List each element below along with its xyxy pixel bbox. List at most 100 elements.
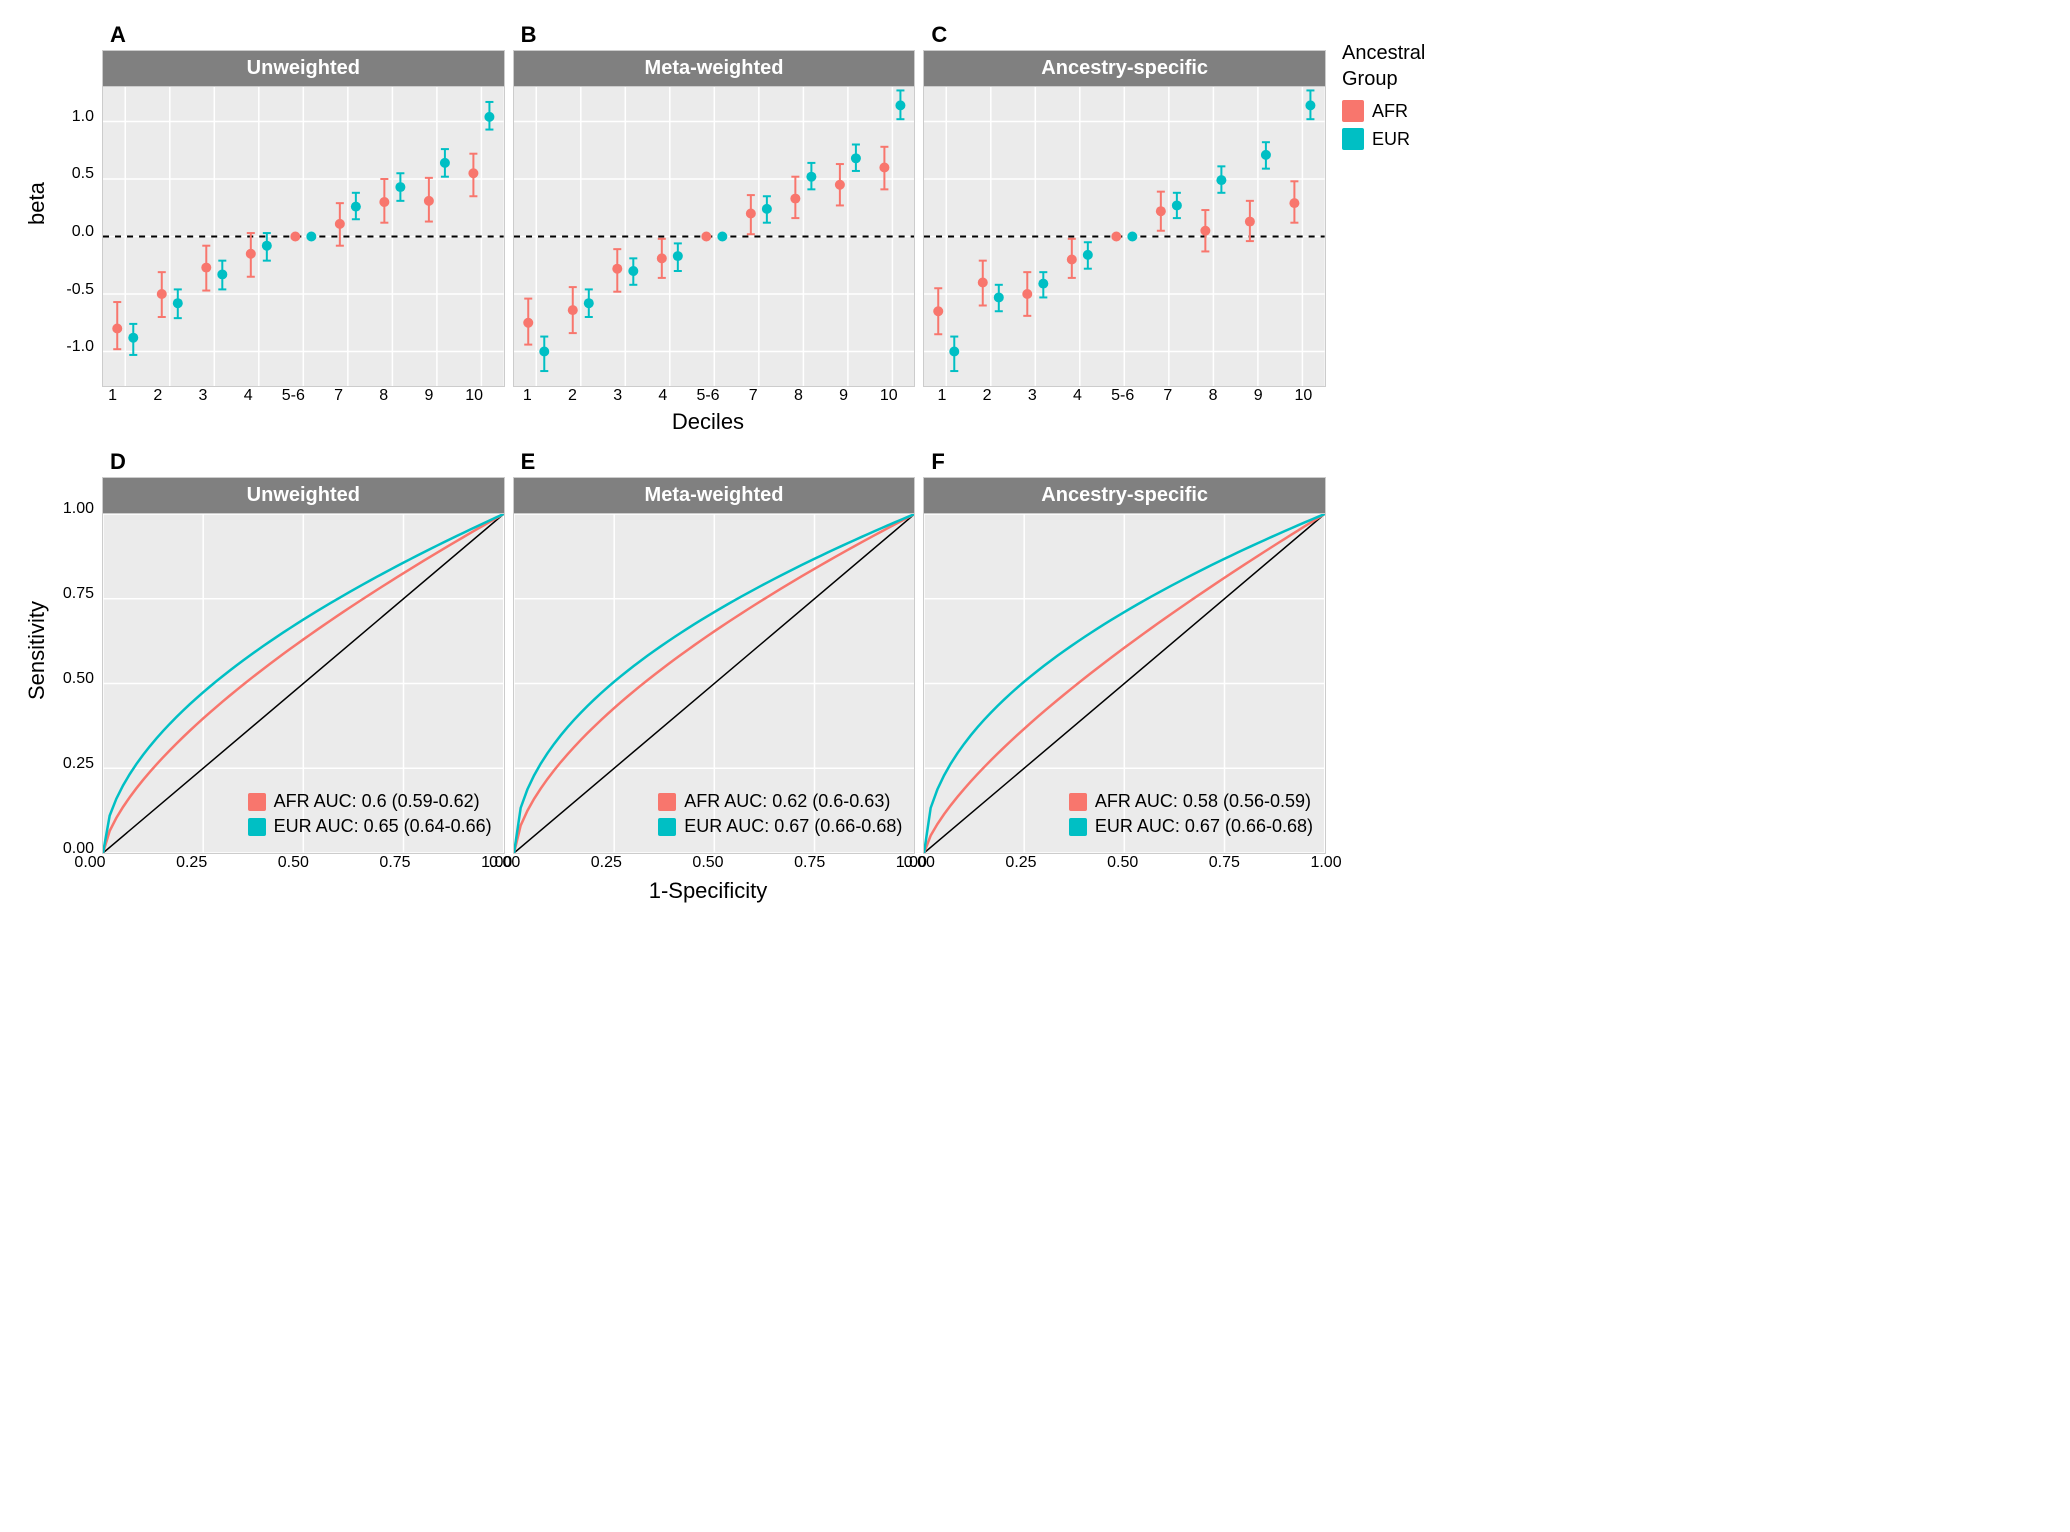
panel-letter: D [102, 447, 505, 477]
panel-letter: C [923, 20, 1326, 50]
xlabel-bot: 1-Specificity [86, 874, 1330, 916]
roc-legend-label: EUR AUC: 0.65 (0.64-0.66) [274, 816, 492, 837]
roc-legend: AFR AUC: 0.58 (0.56-0.59) EUR AUC: 0.67 (… [1069, 787, 1313, 841]
roc-legend-label: AFR AUC: 0.62 (0.6-0.63) [684, 791, 890, 812]
roc-legend-label: AFR AUC: 0.6 (0.59-0.62) [274, 791, 480, 812]
roc-legend-item-afr: AFR AUC: 0.6 (0.59-0.62) [248, 791, 492, 812]
roc-legend-item-afr: AFR AUC: 0.58 (0.56-0.59) [1069, 791, 1313, 812]
top-panels: A Unweighted B Meta-weighted C Ancestry-… [98, 20, 1330, 387]
roc-legend-item-eur: EUR AUC: 0.67 (0.66-0.68) [1069, 816, 1313, 837]
panel-B: B Meta-weighted [509, 20, 920, 387]
ytick-label: 0.25 [63, 755, 94, 773]
legend-title: AncestralGroup [1342, 40, 1500, 92]
bottom-row: Sensitivity 0.000.250.500.751.00 D Unwei… [20, 447, 1330, 854]
xticks-bot-row: 0.000.250.500.751.000.000.250.500.751.00… [20, 854, 1330, 874]
roc-legend-item-afr: AFR AUC: 0.62 (0.6-0.63) [658, 791, 902, 812]
xtick-label: 9 [406, 387, 451, 405]
plot-area [923, 87, 1326, 387]
xtick-label: 0.00 [489, 854, 520, 872]
legend-swatch-icon [1342, 128, 1364, 150]
xtick-label: 1 [919, 387, 964, 405]
legend-label: AFR [1372, 101, 1408, 122]
ytick-label: 0.75 [63, 585, 94, 603]
xtick-label: 10 [866, 387, 911, 405]
legend-swatch-icon [658, 793, 676, 811]
xtick-label: 2 [550, 387, 595, 405]
xtick-label: 0.25 [176, 854, 207, 872]
xtick-label: 1 [505, 387, 550, 405]
xtick-label: 8 [1190, 387, 1235, 405]
roc-legend-item-eur: EUR AUC: 0.65 (0.64-0.66) [248, 816, 492, 837]
panel-A: A Unweighted [98, 20, 509, 387]
ytick-label: -1.0 [66, 338, 94, 356]
xlabel-top: Deciles [86, 405, 1330, 447]
xtick-label: 0.75 [794, 854, 825, 872]
xtick-label: 9 [1236, 387, 1281, 405]
panel-strip: Unweighted [102, 50, 505, 87]
bottom-panels: D Unweighted AFR AUC: 0.6 (0.59-0.62) EUR… [98, 447, 1330, 854]
xtick-label: 3 [1010, 387, 1055, 405]
legend-swatch-icon [248, 793, 266, 811]
panel-C: C Ancestry-specific [919, 20, 1330, 387]
panel-strip: Ancestry-specific [923, 50, 1326, 87]
ytick-label: 0.50 [63, 670, 94, 688]
xtick-label: 7 [1145, 387, 1190, 405]
xtick-label: 1 [90, 387, 135, 405]
panel-letter: B [513, 20, 916, 50]
legend-label: EUR [1372, 129, 1410, 150]
xtick-label: 0.00 [74, 854, 105, 872]
plot-area: AFR AUC: 0.62 (0.6-0.63) EUR AUC: 0.67 (0… [513, 514, 916, 854]
yticks-top: -1.0-0.50.00.51.0 [54, 20, 98, 387]
xtick-label: 8 [776, 387, 821, 405]
yticks-bot: 0.000.250.500.751.00 [54, 447, 98, 854]
panel-letter: A [102, 20, 505, 50]
legend: AncestralGroup AFR EUR [1330, 20, 1500, 916]
plot-area [102, 87, 505, 387]
figure: beta -1.0-0.50.00.51.0 A Unweighted B Me… [20, 20, 1500, 916]
xtick-label: 7 [731, 387, 776, 405]
ytick-label: -0.5 [66, 281, 94, 299]
legend-swatch-icon [1069, 793, 1087, 811]
xtick-label: 4 [1055, 387, 1100, 405]
xtick-label: 3 [595, 387, 640, 405]
legend-swatch-icon [1342, 100, 1364, 122]
xtick-label: 7 [316, 387, 361, 405]
plot-area [513, 87, 916, 387]
roc-legend-label: EUR AUC: 0.67 (0.66-0.68) [1095, 816, 1313, 837]
ylabel-bot: Sensitivity [20, 447, 54, 854]
legend-items: AFR EUR [1342, 100, 1500, 150]
ylabel-top: beta [20, 20, 54, 387]
xtick-label: 4 [640, 387, 685, 405]
panel-strip: Unweighted [102, 477, 505, 514]
roc-legend: AFR AUC: 0.6 (0.59-0.62) EUR AUC: 0.65 (0… [248, 787, 492, 841]
roc-legend-label: EUR AUC: 0.67 (0.66-0.68) [684, 816, 902, 837]
xtick-label: 4 [226, 387, 271, 405]
panel-strip: Ancestry-specific [923, 477, 1326, 514]
roc-legend: AFR AUC: 0.62 (0.6-0.63) EUR AUC: 0.67 (0… [658, 787, 902, 841]
xtick-label: 0.50 [692, 854, 723, 872]
xtick-label: 0.50 [278, 854, 309, 872]
panel-letter: F [923, 447, 1326, 477]
ytick-label: 1.00 [63, 500, 94, 518]
xtick-label: 9 [821, 387, 866, 405]
legend-swatch-icon [248, 818, 266, 836]
xtick-label: 8 [361, 387, 406, 405]
panel-E: E Meta-weighted AFR AUC: 0.62 (0.6-0.63)… [509, 447, 920, 854]
legend-swatch-icon [1069, 818, 1087, 836]
xtick-label: 3 [180, 387, 225, 405]
ytick-label: 0.0 [72, 223, 94, 241]
top-row: beta -1.0-0.50.00.51.0 A Unweighted B Me… [20, 20, 1330, 387]
xtick-label: 5-6 [271, 387, 316, 405]
xtick-label: 10 [452, 387, 497, 405]
roc-legend-label: AFR AUC: 0.58 (0.56-0.59) [1095, 791, 1311, 812]
xtick-label: 5-6 [685, 387, 730, 405]
legend-swatch-icon [658, 818, 676, 836]
xtick-label: 10 [1281, 387, 1326, 405]
xticks-top: 12345-67891012345-67891012345-678910 [86, 387, 1330, 405]
xtick-label: 0.75 [1209, 854, 1240, 872]
legend-item-eur: EUR [1342, 128, 1500, 150]
plot-area: AFR AUC: 0.6 (0.59-0.62) EUR AUC: 0.65 (0… [102, 514, 505, 854]
xtick-label: 5-6 [1100, 387, 1145, 405]
xticks-bot: 0.000.250.500.751.000.000.250.500.751.00… [86, 854, 1330, 874]
legend-item-afr: AFR [1342, 100, 1500, 122]
